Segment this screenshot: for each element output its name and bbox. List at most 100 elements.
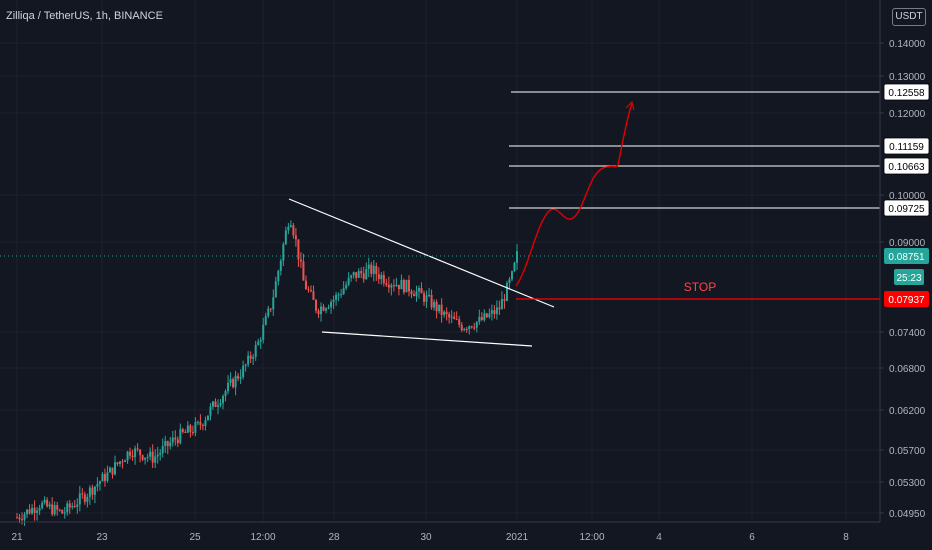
- candle-body[interactable]: [189, 425, 192, 432]
- candle-body[interactable]: [33, 507, 36, 513]
- candle-body[interactable]: [176, 439, 179, 444]
- candle-body[interactable]: [43, 499, 46, 503]
- candle-body[interactable]: [166, 441, 169, 447]
- candle-body[interactable]: [372, 265, 375, 274]
- candle-body[interactable]: [131, 455, 134, 458]
- candle-body[interactable]: [345, 284, 348, 289]
- candle-body[interactable]: [352, 272, 355, 276]
- candle-body[interactable]: [418, 287, 421, 292]
- candle-body[interactable]: [325, 308, 328, 311]
- candle-body[interactable]: [257, 341, 260, 345]
- candle-body[interactable]: [159, 453, 162, 455]
- candle-body[interactable]: [412, 294, 415, 297]
- candle-body[interactable]: [463, 328, 466, 331]
- candle-body[interactable]: [365, 269, 368, 280]
- candle-body[interactable]: [209, 406, 212, 416]
- candle-body[interactable]: [297, 239, 300, 260]
- candle-body[interactable]: [317, 310, 320, 315]
- candle-body[interactable]: [370, 264, 373, 274]
- candle-body[interactable]: [347, 277, 350, 285]
- candle-body[interactable]: [402, 280, 405, 293]
- candle-body[interactable]: [335, 294, 338, 300]
- candle-body[interactable]: [144, 457, 147, 460]
- candle-body[interactable]: [164, 441, 167, 446]
- candle-body[interactable]: [503, 299, 506, 301]
- candle-body[interactable]: [382, 274, 385, 284]
- candle-body[interactable]: [287, 226, 290, 231]
- candle-body[interactable]: [430, 294, 433, 308]
- candle-body[interactable]: [495, 307, 498, 315]
- candle-body[interactable]: [83, 494, 86, 502]
- candle-body[interactable]: [88, 487, 91, 497]
- candle-body[interactable]: [199, 421, 202, 425]
- candle-body[interactable]: [392, 285, 395, 287]
- candle-body[interactable]: [493, 310, 496, 315]
- candle-body[interactable]: [355, 272, 358, 278]
- candle-body[interactable]: [136, 448, 139, 450]
- candle-body[interactable]: [277, 270, 280, 282]
- candle-body[interactable]: [342, 288, 345, 295]
- candle-body[interactable]: [448, 314, 451, 318]
- candle-body[interactable]: [309, 290, 312, 292]
- candle-body[interactable]: [330, 301, 333, 308]
- upper-trendline[interactable]: [288, 198, 555, 308]
- candle-body[interactable]: [435, 301, 438, 312]
- candle-body[interactable]: [468, 326, 471, 330]
- candle-body[interactable]: [66, 503, 69, 513]
- candle-body[interactable]: [171, 437, 174, 443]
- candle-body[interactable]: [186, 425, 189, 433]
- candle-body[interactable]: [460, 324, 463, 331]
- candle-body[interactable]: [249, 355, 252, 359]
- candle-body[interactable]: [262, 324, 265, 340]
- candle-body[interactable]: [320, 306, 323, 315]
- candle-body[interactable]: [76, 504, 79, 507]
- candle-body[interactable]: [380, 274, 383, 280]
- candle-body[interactable]: [179, 429, 182, 444]
- candle-body[interactable]: [224, 391, 227, 397]
- candle-body[interactable]: [184, 432, 187, 434]
- candle-body[interactable]: [440, 304, 443, 315]
- candle-body[interactable]: [500, 299, 503, 310]
- candle-body[interactable]: [375, 265, 378, 275]
- candle-body[interactable]: [146, 456, 149, 458]
- candle-body[interactable]: [119, 461, 122, 464]
- candle-body[interactable]: [26, 509, 29, 515]
- candle-body[interactable]: [357, 271, 360, 278]
- candle-body[interactable]: [322, 306, 325, 311]
- candle-body[interactable]: [488, 313, 491, 318]
- candle-body[interactable]: [206, 415, 209, 421]
- candle-body[interactable]: [149, 451, 152, 457]
- candle-body[interactable]: [443, 311, 446, 315]
- candle-body[interactable]: [63, 512, 66, 514]
- candle-body[interactable]: [498, 307, 501, 310]
- candle-body[interactable]: [294, 235, 297, 240]
- candle-body[interactable]: [340, 294, 343, 296]
- candle-body[interactable]: [445, 311, 448, 315]
- candle-body[interactable]: [154, 456, 157, 463]
- candle-body[interactable]: [510, 271, 513, 280]
- candle-body[interactable]: [108, 467, 111, 473]
- candle-body[interactable]: [113, 462, 116, 475]
- candle-body[interactable]: [124, 460, 127, 463]
- candle-body[interactable]: [56, 505, 59, 510]
- candle-body[interactable]: [473, 327, 476, 329]
- candle-body[interactable]: [327, 307, 330, 309]
- candle-body[interactable]: [73, 505, 76, 507]
- candle-body[interactable]: [51, 504, 54, 515]
- candle-body[interactable]: [16, 517, 18, 519]
- candle-body[interactable]: [46, 499, 49, 507]
- candle-body[interactable]: [415, 291, 418, 297]
- candle-body[interactable]: [141, 455, 144, 460]
- candle-body[interactable]: [423, 293, 426, 302]
- candle-body[interactable]: [284, 230, 287, 245]
- candle-body[interactable]: [116, 462, 119, 464]
- candle-body[interactable]: [438, 304, 441, 312]
- candle-body[interactable]: [18, 517, 21, 520]
- candle-body[interactable]: [254, 344, 257, 357]
- candle-body[interactable]: [425, 295, 428, 302]
- candle-body[interactable]: [229, 378, 232, 383]
- candle-body[interactable]: [312, 291, 315, 300]
- currency-button[interactable]: USDT: [892, 8, 926, 26]
- candle-body[interactable]: [407, 279, 410, 292]
- candle-body[interactable]: [390, 285, 393, 288]
